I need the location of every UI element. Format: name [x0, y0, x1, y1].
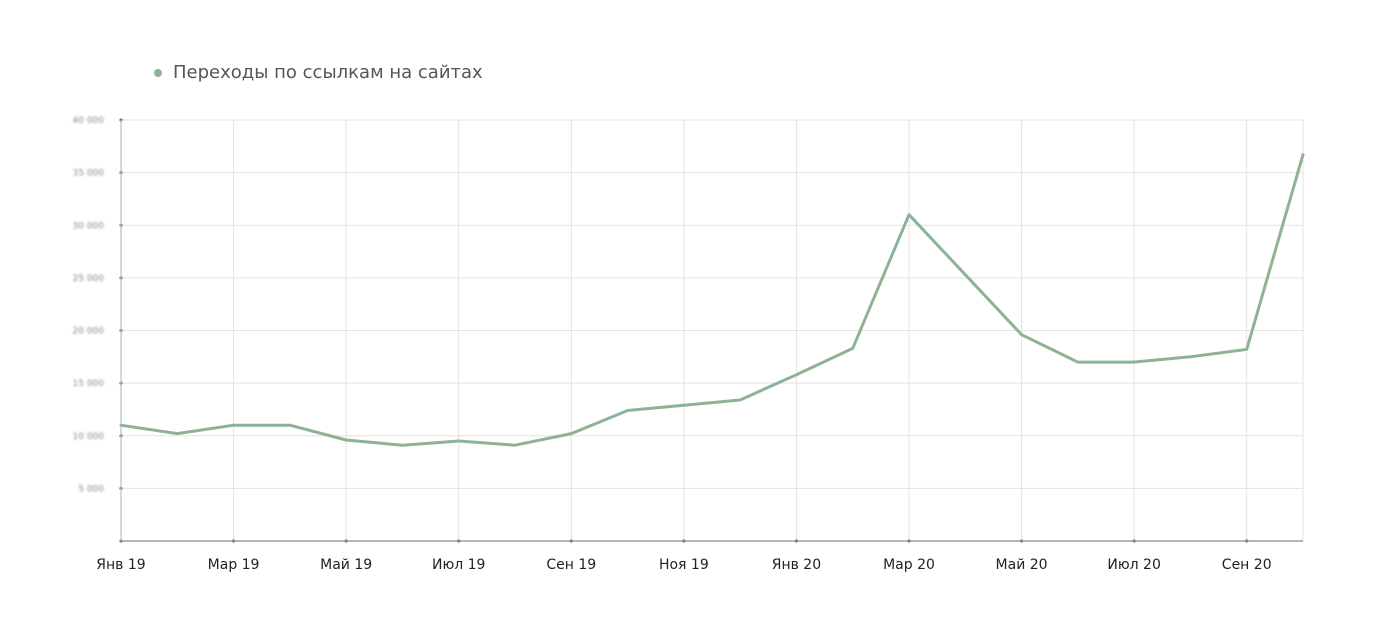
- data-point: [964, 273, 967, 276]
- y-tick-label: 10 000: [73, 432, 105, 442]
- data-point: [288, 424, 291, 427]
- data-point: [851, 347, 854, 350]
- x-tick-label: Янв 20: [772, 557, 821, 573]
- data-point: [1245, 348, 1248, 351]
- x-tick-label: Май 20: [996, 557, 1048, 573]
- data-point: [626, 409, 629, 412]
- y-tick-label: 5 000: [78, 484, 104, 494]
- y-tick-label: 40 000: [73, 116, 105, 126]
- y-tick-label: 25 000: [73, 274, 105, 284]
- data-point: [570, 432, 573, 435]
- y-tick-label: 20 000: [73, 327, 105, 337]
- data-point: [232, 424, 235, 427]
- legend: Переходы по ссылкам на сайтах: [154, 62, 483, 83]
- data-point: [401, 444, 404, 447]
- data-point: [795, 373, 798, 376]
- x-tick-label: Сен 19: [546, 557, 596, 573]
- data-point: [1302, 153, 1304, 156]
- y-tick-label: 30 000: [73, 221, 105, 231]
- x-tick-label: Май 19: [320, 557, 372, 573]
- data-point: [739, 398, 742, 401]
- legend-marker: [154, 68, 162, 77]
- x-tick-label: Янв 19: [96, 557, 145, 573]
- data-point: [345, 438, 348, 441]
- x-tick-label: Сен 20: [1222, 557, 1272, 573]
- data-point: [1133, 361, 1136, 364]
- data-point: [176, 432, 179, 435]
- data-point: [457, 440, 460, 443]
- legend-label: Переходы по ссылкам на сайтах: [173, 62, 483, 83]
- data-point: [908, 213, 910, 216]
- series-line: [119, 153, 1305, 447]
- y-tick-label: 35 000: [73, 169, 105, 179]
- data-point: [514, 444, 516, 447]
- x-tick-label: Мар 19: [208, 557, 260, 573]
- x-tick-label: Мар 20: [883, 557, 935, 573]
- y-tick-label: 15 000: [73, 379, 105, 389]
- data-point: [1020, 333, 1023, 336]
- data-point: [1076, 361, 1079, 364]
- data-point: [120, 424, 122, 427]
- data-point: [1189, 355, 1192, 358]
- data-point: [682, 404, 685, 407]
- x-tick-label: Июл 20: [1107, 557, 1160, 573]
- x-tick-label: Июл 19: [432, 557, 485, 573]
- x-tick-label: Ноя 19: [659, 557, 709, 573]
